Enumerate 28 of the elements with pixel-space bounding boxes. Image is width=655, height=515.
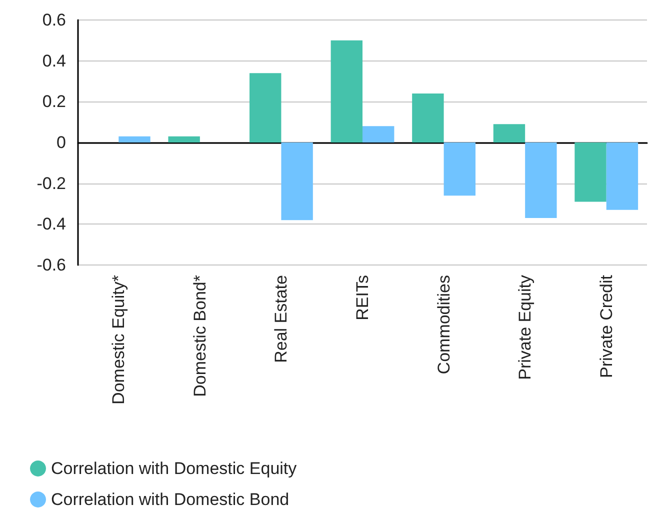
x-tick-label: Commodities	[434, 275, 454, 374]
x-tick-label: Private Credit	[596, 274, 616, 378]
x-tick-label: Domestic Bond*	[190, 274, 210, 397]
bar	[493, 124, 526, 142]
y-tick-label: -0.6	[36, 256, 66, 274]
x-tick-label: Private Equity	[516, 274, 535, 380]
x-tick-label: Domestic Equity*	[109, 274, 128, 404]
y-tick-label: 0	[56, 133, 66, 152]
bar	[444, 142, 476, 196]
x-tick-label: REITs	[353, 275, 372, 320]
y-tick-label: -0.2	[36, 174, 66, 193]
x-tick-label: Real Estate	[272, 275, 291, 363]
bar	[330, 40, 362, 142]
bar	[362, 126, 394, 142]
bar	[412, 94, 444, 142]
y-tick-label: 0.4	[42, 51, 66, 70]
y-tick-label: -0.4	[36, 214, 66, 234]
y-tick-label: 0.6	[42, 10, 66, 30]
bar	[250, 73, 282, 142]
legend-label: Correlation with Domestic Equity	[51, 459, 298, 478]
y-tick-label: 0.2	[42, 92, 66, 112]
bar	[281, 142, 313, 220]
legend-label: Correlation with Domestic Bond	[51, 490, 290, 509]
bar	[168, 136, 200, 142]
bar	[574, 142, 606, 202]
bar	[118, 136, 150, 142]
bar	[606, 142, 638, 210]
bar	[525, 142, 557, 218]
